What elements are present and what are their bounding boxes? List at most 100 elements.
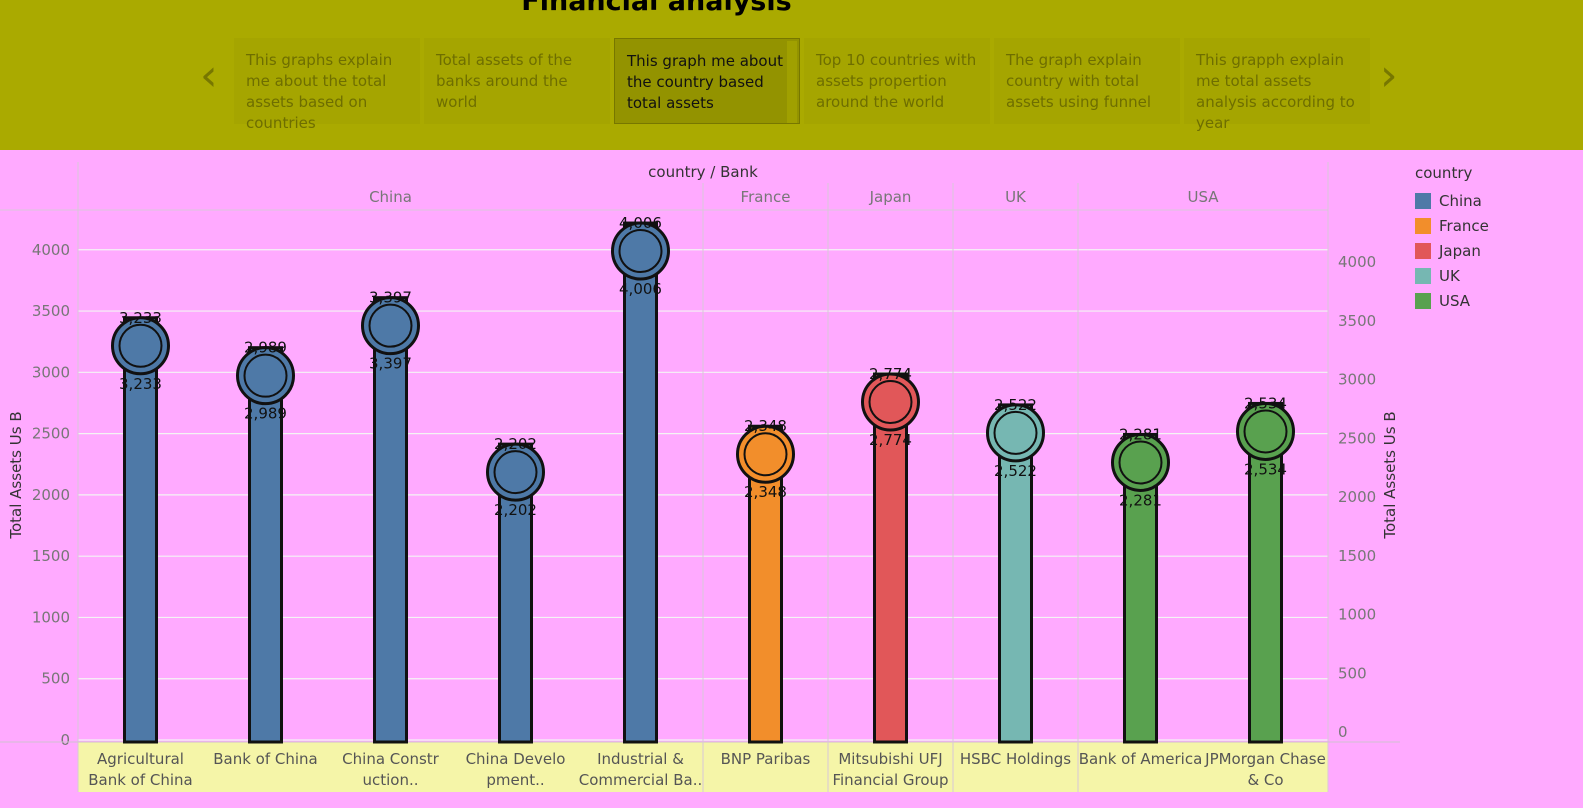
y2-tick-label: 4000 xyxy=(1338,253,1376,271)
legend-swatch xyxy=(1415,217,1431,234)
x-tick-label: pment.. xyxy=(486,771,544,789)
legend-swatch xyxy=(1415,242,1431,259)
data-label: 2,348 xyxy=(744,483,787,501)
y2-axis-title: Total Assets Us B xyxy=(1381,411,1399,539)
lollipop-knob-ring xyxy=(243,353,288,398)
story-point-5[interactable]: The graph explain country with total ass… xyxy=(994,38,1180,124)
legend-swatch xyxy=(1415,292,1431,309)
y-tick-label: 0 xyxy=(60,731,70,749)
y-axis-title: Total Assets Us B xyxy=(7,411,25,539)
legend-item-uk[interactable]: UK xyxy=(1415,263,1489,288)
y2-tick-label: 2000 xyxy=(1338,488,1376,506)
lollipop-knob-ring xyxy=(1118,440,1163,485)
dashboard-header: Financial analysis ‹ This graphs explain… xyxy=(0,0,1583,150)
data-label-top: 3,397 xyxy=(369,289,412,307)
y-tick-label: 1500 xyxy=(32,547,70,565)
y-tick-label: 4000 xyxy=(32,241,70,259)
lollipop-knob xyxy=(611,221,670,281)
x-tick-label: JPMorgan Chase xyxy=(1204,750,1326,768)
data-label-top: 2,534 xyxy=(1244,394,1287,412)
y2-tick-label: 0 xyxy=(1338,723,1348,741)
legend-label: USA xyxy=(1439,291,1471,310)
lollipop-knob-ring xyxy=(743,432,788,477)
story-point-label: The graph explain country with total ass… xyxy=(1006,51,1151,111)
y2-tick-label: 1500 xyxy=(1338,547,1376,565)
data-label-top: 2,989 xyxy=(244,339,287,357)
lollipop-knob xyxy=(1236,401,1295,461)
card-scrollbar[interactable] xyxy=(787,41,797,123)
y2-tick-label: 500 xyxy=(1338,664,1367,682)
y-tick-label: 3500 xyxy=(32,302,70,320)
bar-stem xyxy=(123,316,158,744)
data-label-top: 2,522 xyxy=(994,396,1037,414)
y-tick-label: 3000 xyxy=(32,363,70,381)
x-tick-label: Financial Group xyxy=(832,771,948,789)
legend-item-france[interactable]: France xyxy=(1415,213,1489,238)
data-label-top: 2,348 xyxy=(744,417,787,435)
data-label-top: 3,233 xyxy=(119,309,162,327)
chevron-left-icon[interactable]: ‹ xyxy=(200,50,218,101)
lollipop-knob-ring xyxy=(618,229,663,274)
y-tick-label: 500 xyxy=(41,670,70,688)
y2-tick-label: 3500 xyxy=(1338,312,1376,330)
x-tick-label: China Constr xyxy=(342,750,439,768)
data-label: 2,774 xyxy=(869,431,912,449)
story-point-2[interactable]: Total assets of the banks around the wor… xyxy=(424,38,610,124)
lollipop-knob-ring xyxy=(868,380,913,425)
story-point-label: This grapph explain me total assets anal… xyxy=(1196,51,1355,132)
y2-tick-label: 2500 xyxy=(1338,429,1376,447)
data-label: 2,281 xyxy=(1119,491,1162,509)
x-tick-label: Bank of China xyxy=(88,771,193,789)
story-point-label: Top 10 countries with assets propertion … xyxy=(816,51,977,111)
group-header-france: France xyxy=(741,188,791,206)
legend-item-china[interactable]: China xyxy=(1415,188,1489,213)
group-header-uk: UK xyxy=(1005,188,1027,206)
y2-tick-label: 1000 xyxy=(1338,606,1376,624)
story-point-label: Total assets of the banks around the wor… xyxy=(436,51,573,111)
group-header-china: China xyxy=(369,188,412,206)
y2-tick-label: 3000 xyxy=(1338,371,1376,389)
legend-swatch xyxy=(1415,267,1431,284)
x-tick-label: uction.. xyxy=(362,771,418,789)
bar-stem xyxy=(623,221,658,744)
story-point-4[interactable]: Top 10 countries with assets propertion … xyxy=(804,38,990,124)
data-label: 2,202 xyxy=(494,501,537,519)
legend-item-usa[interactable]: USA xyxy=(1415,288,1489,313)
data-label-top: 2,202 xyxy=(494,435,537,453)
lollipop-knob xyxy=(236,346,295,406)
page-title: Financial analysis xyxy=(521,0,792,17)
story-point-3[interactable]: This graph me about the country based to… xyxy=(614,38,800,124)
y-tick-label: 2500 xyxy=(32,425,70,443)
x-tick-label: Mitsubishi UFJ xyxy=(838,750,942,768)
lollipop-knob xyxy=(736,424,795,484)
x-tick-label: China Develo xyxy=(466,750,566,768)
data-label: 2,989 xyxy=(244,405,287,423)
legend-label: Japan xyxy=(1439,241,1481,260)
data-label: 2,522 xyxy=(994,462,1037,480)
x-tick-label: Agricultural xyxy=(97,750,184,768)
lollipop-knob-ring xyxy=(118,323,163,368)
lollipop-knob xyxy=(111,316,170,376)
data-label: 2,534 xyxy=(1244,460,1287,478)
x-tick-label: BNP Paribas xyxy=(721,750,811,768)
lollipop-knob xyxy=(986,403,1045,463)
legend-label: UK xyxy=(1439,266,1460,285)
x-tick-label: Industrial & xyxy=(597,750,684,768)
x-tick-label: HSBC Holdings xyxy=(960,750,1071,768)
chevron-right-icon[interactable]: › xyxy=(1380,50,1398,101)
story-point-label: This graph me about the country based to… xyxy=(627,52,783,112)
y-tick-label: 2000 xyxy=(32,486,70,504)
data-label-top: 2,774 xyxy=(869,365,912,383)
legend-item-japan[interactable]: Japan xyxy=(1415,238,1489,263)
bar-stem xyxy=(373,296,408,744)
legend-swatch xyxy=(1415,192,1431,209)
data-label-top: 2,281 xyxy=(1119,425,1162,443)
data-label: 3,233 xyxy=(119,375,162,393)
story-point-6[interactable]: This grapph explain me total assets anal… xyxy=(1184,38,1370,132)
bar-stem xyxy=(248,346,283,744)
lollipop-knob-ring xyxy=(493,450,538,495)
lollipop-knob-ring xyxy=(1243,409,1288,454)
data-label: 4,006 xyxy=(619,280,662,298)
legend-label: China xyxy=(1439,191,1482,210)
story-point-1[interactable]: This graphs explain me about the total a… xyxy=(234,38,420,132)
